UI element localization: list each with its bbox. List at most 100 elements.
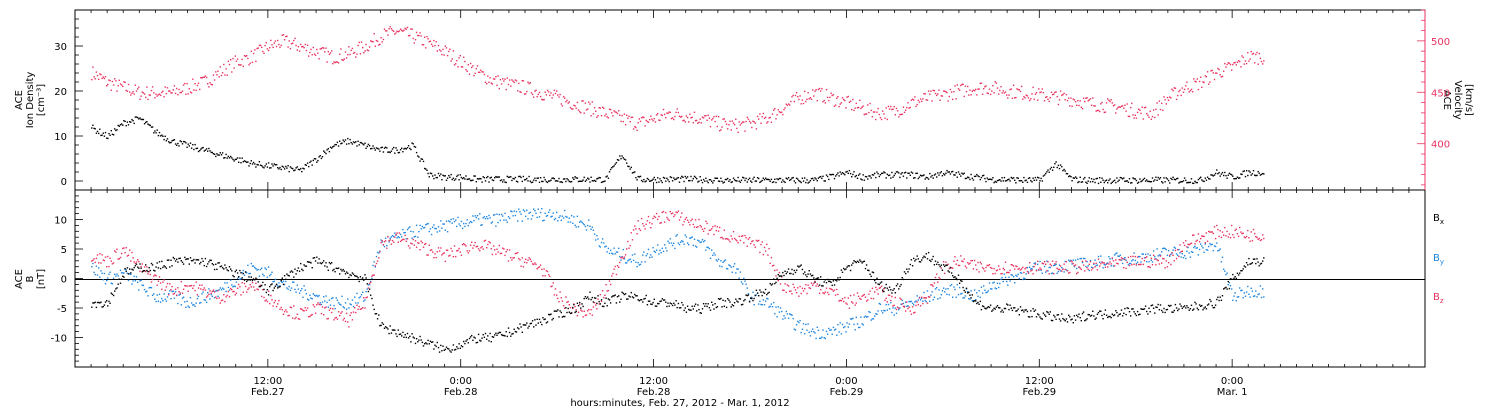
density-point: [95, 128, 96, 129]
bx-point: [132, 269, 133, 270]
bx-point: [134, 267, 135, 268]
density-point: [559, 181, 560, 182]
velocity-point: [1212, 70, 1213, 71]
bx-point: [943, 264, 944, 265]
density-point: [1164, 181, 1165, 182]
bz-point: [779, 272, 780, 273]
bx-point: [928, 252, 929, 253]
bz-point: [841, 300, 842, 301]
bx-point: [150, 270, 151, 271]
velocity-point: [914, 96, 915, 97]
bz-point: [312, 314, 313, 315]
by-point: [1140, 261, 1141, 262]
density-point: [1151, 181, 1152, 182]
by-point: [711, 249, 712, 250]
by-point: [688, 244, 689, 245]
velocity-point: [413, 38, 414, 39]
bx-point: [445, 349, 446, 350]
velocity-point: [1243, 57, 1244, 58]
by-point: [418, 231, 419, 232]
by-point: [675, 235, 676, 236]
by-point: [1055, 264, 1056, 265]
bx-point: [375, 313, 376, 314]
bz-point: [733, 231, 734, 232]
density-point: [240, 162, 241, 163]
density-point: [144, 123, 145, 124]
bx-point: [841, 269, 842, 270]
bz-point: [884, 300, 885, 301]
velocity-point: [640, 121, 641, 122]
bz-point: [829, 288, 830, 289]
density-point: [1236, 178, 1237, 179]
bx-point: [447, 348, 448, 349]
velocity-point: [650, 116, 651, 117]
by-point: [895, 308, 896, 309]
velocity-point: [364, 50, 365, 51]
bz-point: [159, 276, 160, 277]
bx-point: [268, 294, 269, 295]
by-point: [998, 287, 999, 288]
density-point: [458, 179, 459, 180]
bz-point: [961, 260, 962, 261]
bz-point: [561, 297, 562, 298]
by-point: [797, 321, 798, 322]
by-point: [538, 209, 539, 210]
bx-point: [1097, 314, 1098, 315]
by-point: [733, 266, 734, 267]
bz-point: [176, 294, 177, 295]
by-point: [539, 216, 540, 217]
bx-point: [1047, 312, 1048, 313]
density-point: [220, 152, 221, 153]
velocity-point: [469, 74, 470, 75]
bx-point: [423, 345, 424, 346]
by-point: [160, 301, 161, 302]
velocity-point: [407, 27, 408, 28]
by-point: [873, 318, 874, 319]
bx-point: [269, 286, 270, 287]
velocity-point: [1028, 97, 1029, 98]
bx-point: [542, 317, 543, 318]
bx-point: [1039, 316, 1040, 317]
velocity-point: [556, 90, 557, 91]
velocity-point: [506, 89, 507, 90]
by-point: [1102, 267, 1103, 268]
bz-point: [710, 230, 711, 231]
velocity-point: [1248, 60, 1249, 61]
density-point: [625, 159, 626, 160]
bx-point: [301, 269, 302, 270]
bx-point: [464, 343, 465, 344]
bz-point: [192, 288, 193, 289]
bz-point: [826, 288, 827, 289]
bx-point: [289, 275, 290, 276]
bz-point: [1047, 261, 1048, 262]
density-point: [774, 179, 775, 180]
density-point: [1231, 174, 1232, 175]
by-point: [132, 280, 133, 281]
by-point: [462, 228, 463, 229]
density-point: [721, 181, 722, 182]
bz-point: [1117, 263, 1118, 264]
by-point: [964, 297, 965, 298]
velocity-point: [240, 64, 241, 65]
velocity-point: [516, 80, 517, 81]
bz-point: [943, 261, 944, 262]
density-point: [980, 179, 981, 180]
bz-point: [189, 285, 190, 286]
density-point: [1107, 182, 1108, 183]
bx-point: [743, 300, 744, 301]
velocity-point: [806, 99, 807, 100]
by-point: [804, 333, 805, 334]
density-point: [1116, 177, 1117, 178]
density-point: [1189, 182, 1190, 183]
bz-point: [609, 280, 610, 281]
bz-point: [308, 316, 309, 317]
density-point: [1003, 180, 1004, 181]
by-point: [915, 300, 916, 301]
density-point: [132, 120, 133, 121]
by-point: [409, 226, 410, 227]
velocity-point: [525, 93, 526, 94]
by-point: [297, 285, 298, 286]
velocity-point: [827, 97, 828, 98]
by-point: [693, 245, 694, 246]
density-point: [1200, 177, 1201, 178]
